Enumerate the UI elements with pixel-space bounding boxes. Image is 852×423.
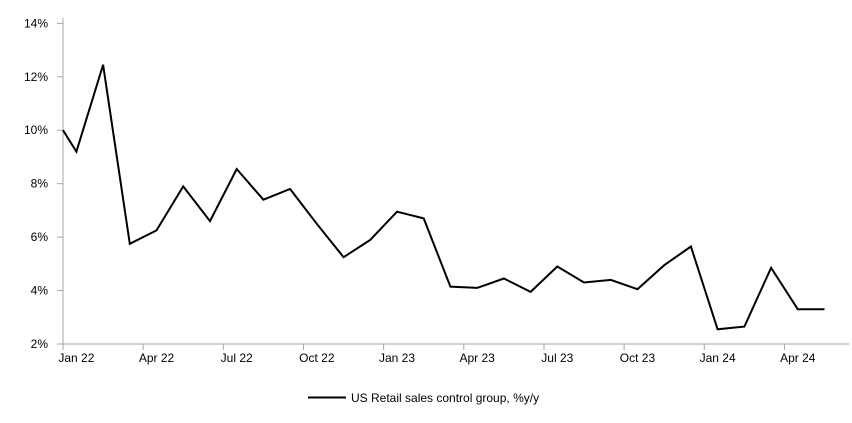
y-tick-label: 6% bbox=[31, 230, 49, 244]
y-axis-tick-labels: 2% 4% 6% 8% 10% 12% 14% bbox=[24, 16, 63, 351]
x-tick-label: Jul 22 bbox=[221, 351, 253, 365]
y-tick-label: 2% bbox=[31, 337, 49, 351]
data-series bbox=[62, 64, 825, 331]
x-axis-tick-labels: Jan 22 Apr 22 Jul 22 Oct 22 Jan 23 Apr 23 Jul … bbox=[58, 344, 816, 365]
x-tick-label: Oct 22 bbox=[299, 351, 335, 365]
axes bbox=[62, 18, 849, 345]
series-line bbox=[62, 64, 825, 331]
legend: US Retail sales control group, %y/y bbox=[308, 391, 539, 405]
x-tick-label: Jan 24 bbox=[700, 351, 736, 365]
x-tick-label: Jan 22 bbox=[58, 351, 94, 365]
y-tick-label: 4% bbox=[31, 284, 49, 298]
x-tick-label: Jan 23 bbox=[379, 351, 415, 365]
y-tick-label: 8% bbox=[31, 177, 49, 191]
y-tick-label: 12% bbox=[24, 70, 48, 84]
x-tick-label: Jul 23 bbox=[541, 351, 573, 365]
y-tick-label: 10% bbox=[24, 123, 48, 137]
x-tick-label: Apr 24 bbox=[780, 351, 816, 365]
x-tick-label: Apr 22 bbox=[139, 351, 175, 365]
x-tick-label: Apr 23 bbox=[459, 351, 495, 365]
legend-label: US Retail sales control group, %y/y bbox=[351, 391, 539, 405]
x-tick-label: Oct 23 bbox=[620, 351, 656, 365]
y-tick-label: 14% bbox=[24, 16, 48, 30]
